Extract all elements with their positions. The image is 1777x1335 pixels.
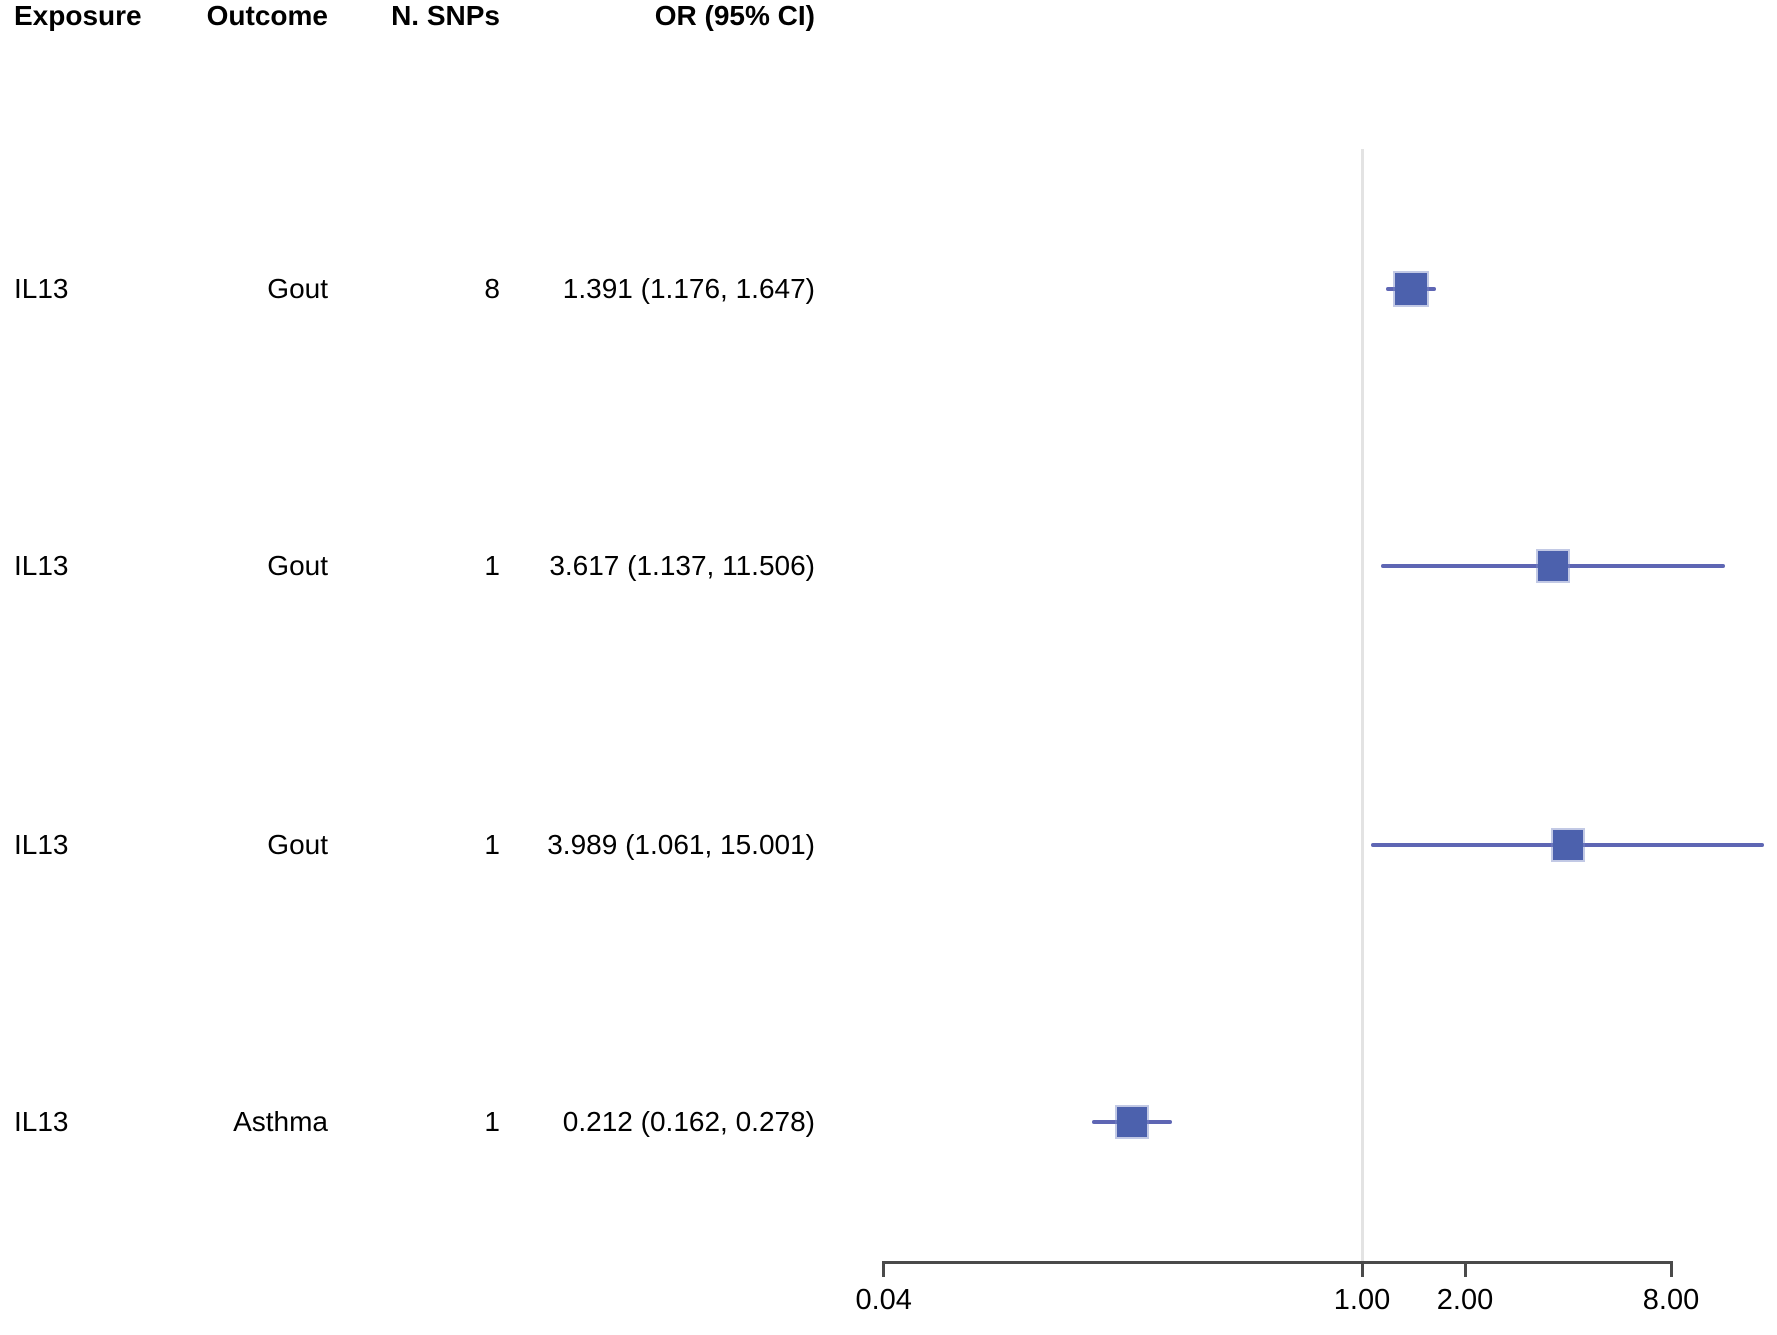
- x-axis-tick: [1360, 1261, 1364, 1277]
- row-outcome: Gout: [267, 550, 328, 581]
- row-or-ci: 0.212 (0.162, 0.278): [562, 1106, 815, 1137]
- x-axis-tick: [1669, 1261, 1673, 1277]
- row-n-snps: 1: [484, 1106, 500, 1137]
- row-outcome: Asthma: [233, 1106, 328, 1137]
- row-outcome: Gout: [267, 829, 328, 860]
- or-point-estimate-box: [1552, 830, 1583, 860]
- row-n-snps: 1: [484, 550, 500, 581]
- row-or-ci: 3.617 (1.137, 11.506): [549, 550, 815, 581]
- column-header-exposure: Exposure: [14, 0, 142, 31]
- or-point-estimate-box: [1116, 1107, 1147, 1137]
- x-axis-tick: [882, 1261, 886, 1277]
- x-axis-line: [883, 1261, 1671, 1264]
- row-exposure: IL13: [14, 829, 69, 860]
- row-exposure: IL13: [14, 273, 69, 304]
- or-point-estimate-box: [1395, 273, 1428, 305]
- row-outcome: Gout: [267, 273, 328, 304]
- x-axis-tick-label: 1.00: [1333, 1284, 1391, 1316]
- x-axis-tick-label: 0.04: [855, 1284, 912, 1316]
- row-n-snps: 1: [484, 829, 500, 860]
- x-axis-tick-label: 2.00: [1436, 1284, 1494, 1316]
- row-exposure: IL13: [14, 1106, 69, 1137]
- column-header-or-ci: OR (95% CI): [654, 0, 815, 31]
- column-header-n-snps: N. SNPs: [391, 0, 500, 31]
- row-n-snps: 8: [484, 273, 500, 304]
- row-exposure: IL13: [14, 550, 69, 581]
- row-or-ci: 1.391 (1.176, 1.647): [562, 273, 815, 304]
- column-header-outcome: Outcome: [206, 0, 328, 31]
- or-point-estimate-box: [1538, 551, 1569, 581]
- reference-line-or-1: [1360, 149, 1364, 1261]
- x-axis-tick: [1463, 1261, 1467, 1277]
- row-or-ci: 3.989 (1.061, 15.001): [547, 829, 815, 860]
- x-axis-tick-label: 8.00: [1642, 1284, 1700, 1316]
